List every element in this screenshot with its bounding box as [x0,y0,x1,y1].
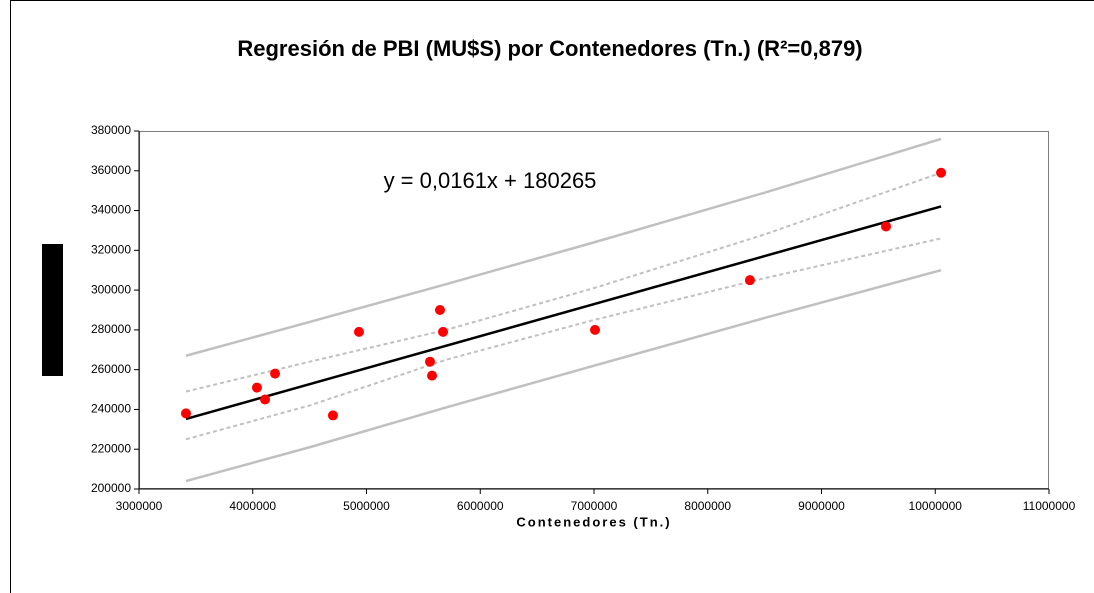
x-tick-label: 8000000 [684,499,731,513]
confidence-band [185,237,942,441]
x-tick-label: 11000000 [1023,499,1076,513]
data-point [880,221,891,232]
x-tick-label: 3000000 [116,499,163,513]
data-point [424,356,435,367]
y-tick-label: 220000 [91,441,131,455]
x-tick-label: 4000000 [229,499,276,513]
y-tick-label: 200000 [91,481,131,495]
data-point [434,305,445,315]
x-tick-label: 6000000 [457,499,504,513]
data-point [270,368,281,379]
data-point [260,394,271,405]
y-tick-label: 360000 [91,163,131,177]
confidence-band [185,171,942,393]
y-tick-label: 380000 [91,123,131,137]
x-tick-label: 10000000 [909,499,963,513]
data-point [251,382,262,393]
y-tick-label: 280000 [91,322,131,336]
data-point [327,410,338,421]
data-point [438,326,449,337]
y-tick-label: 240000 [91,402,131,416]
data-point [427,370,438,381]
x-tick-label: 7000000 [571,499,618,513]
y-tick-label: 260000 [91,362,131,376]
data-point [180,408,191,419]
x-tick-label: 9000000 [798,499,845,513]
y-tick-label: 300000 [91,282,131,296]
regression-line [185,137,942,357]
regression-line [185,269,942,483]
x-tick-label: 5000000 [343,499,390,513]
data-point [590,324,601,335]
data-point [353,326,364,337]
data-point [744,275,755,286]
regression-line [185,205,942,421]
y-tick-label: 320000 [91,243,131,257]
chart-title: Regresión de PBI (MU$S) por Contenedores… [237,36,862,61]
x-axis-label: Contenedores (Tn.) [516,514,671,529]
equation: y = 0,0161x + 180265 [384,168,597,193]
redacted-y-label [42,244,63,376]
data-point [936,167,947,178]
y-tick-label: 340000 [91,203,131,217]
